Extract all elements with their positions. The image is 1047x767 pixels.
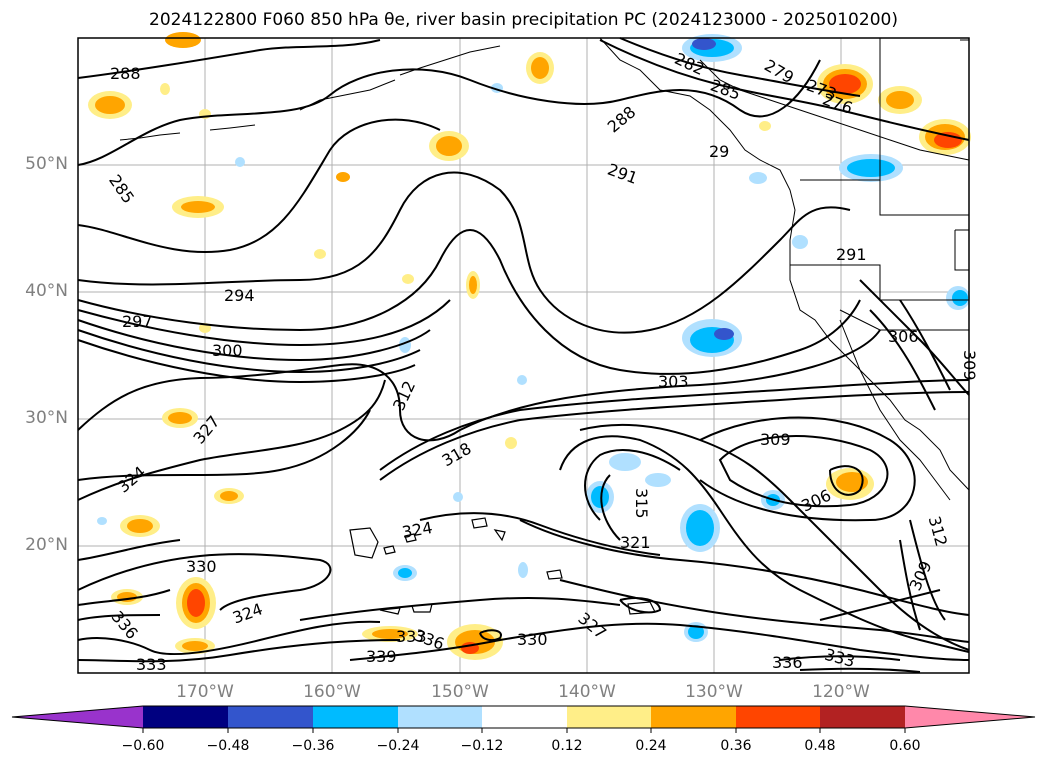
lat-label: 40°N xyxy=(25,281,68,301)
colorbar-tick-label: −0.36 xyxy=(291,738,335,754)
contour-label: 303 xyxy=(658,372,689,391)
colorbar-bin xyxy=(736,706,820,728)
colorbar-tick-label: 0.12 xyxy=(551,738,583,754)
colorbar-underflow xyxy=(12,706,143,728)
precip-positive xyxy=(88,32,971,660)
colorbar-overflow xyxy=(905,706,1035,728)
colorbar-bin xyxy=(482,706,567,728)
contour-label: 333 xyxy=(136,655,167,674)
colorbar-tick-label: −0.48 xyxy=(206,738,250,754)
colorbar-tick-label: −0.12 xyxy=(460,738,504,754)
colorbar-tick-label: −0.60 xyxy=(121,738,165,754)
lat-label: 50°N xyxy=(25,154,68,174)
contour-label: 291 xyxy=(836,245,867,264)
contour-label: 294 xyxy=(224,286,255,305)
contour-label: 339 xyxy=(366,647,397,666)
colorbar-bin xyxy=(820,706,905,728)
colorbar xyxy=(11,705,1036,729)
contour-label: 330 xyxy=(517,630,548,649)
colorbar-tick-label: 0.24 xyxy=(635,738,667,754)
contour-label: 297 xyxy=(122,312,153,331)
contour-label: 333 xyxy=(396,627,427,646)
contour-label: 306 xyxy=(888,327,919,346)
lon-label: 120°W xyxy=(812,682,870,702)
contour-label: 29 xyxy=(709,142,729,161)
contour-label: 315 xyxy=(632,488,651,519)
colorbar-bin xyxy=(228,706,313,728)
colorbar-bin xyxy=(651,706,736,728)
lat-label: 20°N xyxy=(25,535,68,555)
colorbar-bin xyxy=(398,706,482,728)
lon-label: 140°W xyxy=(558,682,616,702)
colorbar-bin xyxy=(143,706,228,728)
colorbar-ticks xyxy=(142,728,906,733)
lon-label: 160°W xyxy=(303,682,361,702)
contour-label: 288 xyxy=(110,64,141,83)
colorbar-tick-label: 0.48 xyxy=(804,738,836,754)
contour-label: 309 xyxy=(760,430,791,449)
colorbar-tick-label: 0.36 xyxy=(720,738,752,754)
contour-label: 330 xyxy=(186,557,217,576)
lon-label: 170°W xyxy=(176,682,234,702)
lat-label: 30°N xyxy=(25,408,68,428)
theta-e-contours xyxy=(77,37,970,673)
contour-label: 300 xyxy=(212,341,243,360)
colorbar-tick-label: −0.24 xyxy=(376,738,420,754)
lon-label: 150°W xyxy=(431,682,489,702)
coastlines xyxy=(599,37,970,501)
colorbar-bin xyxy=(313,706,398,728)
lon-label: 130°W xyxy=(685,682,743,702)
figure-title: 2024122800 F060 850 hPa θe, river basin … xyxy=(149,10,898,30)
colorbar-bin xyxy=(567,706,651,728)
contour-label: 321 xyxy=(620,533,651,552)
colorbar-tick-label: 0.60 xyxy=(889,738,921,754)
contour-label: 336 xyxy=(772,653,803,672)
